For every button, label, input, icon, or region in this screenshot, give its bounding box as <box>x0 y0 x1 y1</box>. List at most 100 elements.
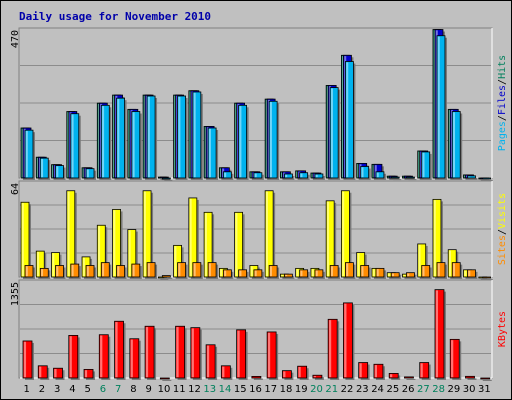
bar-pages-day-21: Pages 21: 291 <box>329 87 341 180</box>
day-label-22: 22 <box>341 384 354 395</box>
bar-sites-day-9: Sites 9: 10 <box>146 262 158 279</box>
bar-pages-day-8: Pages 8: 214 <box>131 111 142 180</box>
bar-kbytes-day-4: KBytes 4: 614 <box>68 335 80 380</box>
bar-kbytes-day-12: KBytes 12: 726 <box>190 327 202 380</box>
y-max-label-mid: 64 <box>10 183 21 195</box>
bar-sites-day-2: Sites 2: 6 <box>39 267 51 279</box>
bar-sites-day-17: Sites 17: 8 <box>268 265 280 279</box>
bar-sites-day-30: Sites 30: 5 <box>467 269 478 279</box>
bar-sites-day-20: Sites 20: 5 <box>314 269 325 279</box>
bar-sites-day-27: Sites 27: 8 <box>421 265 432 279</box>
day-label-31: 31 <box>478 384 491 395</box>
bar-kbytes-day-21: KBytes 21: 846 <box>327 318 340 380</box>
bar-kbytes-day-2: KBytes 2: 176 <box>37 365 50 380</box>
day-label-2: 2 <box>39 384 45 395</box>
bar-pages-day-17: Pages 17: 247 <box>268 100 280 180</box>
bar-kbytes-day-29: KBytes 29: 557 <box>449 338 462 380</box>
panel-top: 470 Pages/Files/Hits Hits 1: 161Files 1: 1… <box>10 27 508 181</box>
bar-pages-day-7: Pages 7: 257 <box>116 97 127 180</box>
bar-sites-day-25: Sites 25: 3 <box>390 272 402 279</box>
chart-title: Daily usage for November 2010 <box>19 10 211 23</box>
bar-kbytes-day-26: KBytes 26: 16 <box>404 376 416 380</box>
bar-kbytes-day-22: KBytes 22: 1083 <box>343 302 355 380</box>
bar-pages-day-28: Pages 28: 458 <box>436 35 447 180</box>
bar-kbytes-day-9: KBytes 9: 746 <box>144 325 157 380</box>
bar-pages-day-13: Pages 13: 161 <box>207 127 219 180</box>
bar-kbytes-day-13: KBytes 13: 479 <box>205 344 218 380</box>
day-label-15: 15 <box>234 384 247 395</box>
y-max-label-bot: 1355 <box>10 282 21 306</box>
bar-sites-day-22: Sites 22: 10 <box>345 262 356 279</box>
day-label-19: 19 <box>295 384 308 395</box>
bar-kbytes-day-17: KBytes 17: 664 <box>266 331 279 380</box>
bar-kbytes-day-23: KBytes 23: 223 <box>358 362 370 380</box>
x-axis-day-labels: 1 2 3 4 5 6 7 8 9 10 11 12 13 14 15 16 17 18 19 20 21 22 23 24 2… <box>23 384 490 395</box>
bar-kbytes-day-31: KBytes 31: 0 <box>480 377 492 381</box>
bar-kbytes-day-15: KBytes 15: 694 <box>236 329 248 380</box>
bar-sites-day-15: Sites 15: 5 <box>238 269 249 279</box>
bar-kbytes-day-20: KBytes 20: 40 <box>312 374 324 380</box>
bar-pages-day-16: Pages 16: 17 <box>253 172 264 180</box>
bar-kbytes-day-1: KBytes 1: 534 <box>22 340 34 380</box>
bar-sites-day-16: Sites 16: 5 <box>253 269 264 279</box>
bar-sites-day-18: Sites 18: 2 <box>283 273 295 279</box>
side-label-bot: KBytes <box>497 311 508 347</box>
bar-pages-day-19: Pages 19: 17 <box>299 172 310 180</box>
bar-sites-day-3: Sites 3: 8 <box>55 265 66 279</box>
bars-mid: Visits 1: 52Sites 1: 8Visits 2: 18Sites … <box>20 190 493 280</box>
bar-sites-day-26: Sites 26: 3 <box>406 272 417 279</box>
bar-sites-day-4: Sites 4: 9 <box>70 263 81 279</box>
bar-visits-day-15: Visits 15: 45 <box>234 211 245 279</box>
day-label-16: 16 <box>249 384 262 395</box>
side-label-top: Pages/Files/Hits <box>497 55 508 151</box>
day-label-12: 12 <box>188 384 201 395</box>
bar-kbytes-day-25: KBytes 25: 66 <box>388 373 401 380</box>
bar-kbytes-day-10: KBytes 10: 0 <box>159 377 172 381</box>
day-label-6: 6 <box>100 384 106 395</box>
side-label-mid: Sites/Visits <box>497 193 508 265</box>
bar-sites-day-28: Sites 28: 10 <box>436 262 447 279</box>
chart-panels: 470 Pages/Files/Hits Hits 1: 161Files 1: 1… <box>10 27 508 381</box>
bar-kbytes-day-7: KBytes 7: 818 <box>114 320 126 380</box>
bar-pages-day-26: Pages 26: 3 <box>406 176 417 181</box>
bar-pages-day-6: Pages 6: 234 <box>100 104 112 180</box>
bar-kbytes-day-19: KBytes 19: 170 <box>297 365 309 380</box>
bar-pages-day-4: Pages 4: 207 <box>70 113 81 180</box>
bar-sites-day-14: Sites 14: 5 <box>222 269 234 279</box>
bar-sites-day-8: Sites 8: 9 <box>131 263 142 279</box>
bar-kbytes-day-11: KBytes 11: 746 <box>175 325 187 380</box>
day-label-23: 23 <box>356 384 369 395</box>
bar-sites-day-6: Sites 6: 10 <box>100 262 112 279</box>
day-label-27: 27 <box>417 384 430 395</box>
bar-kbytes-day-5: KBytes 5: 124 <box>83 368 96 380</box>
bar-kbytes-day-14: KBytes 14: 176 <box>220 365 233 380</box>
bar-sites-day-21: Sites 21: 8 <box>329 265 341 279</box>
day-label-10: 10 <box>158 384 171 395</box>
day-label-7: 7 <box>115 384 121 395</box>
day-label-4: 4 <box>69 384 75 395</box>
bar-kbytes-day-18: KBytes 18: 106 <box>281 370 294 380</box>
day-label-3: 3 <box>54 384 60 395</box>
bar-pages-day-20: Pages 20: 13 <box>314 173 325 180</box>
bar-sites-day-23: Sites 23: 8 <box>360 265 371 279</box>
bar-pages-day-14: Pages 14: 20 <box>222 171 234 180</box>
bars-bot: KBytes 1: 534KBytes 2: 176KBytes 3: 141K… <box>22 289 492 381</box>
bar-sites-day-13: Sites 13: 10 <box>207 262 219 279</box>
bar-pages-day-30: Pages 30: 7 <box>467 175 478 180</box>
bar-sites-day-29: Sites 29: 10 <box>451 262 463 279</box>
day-label-26: 26 <box>402 384 415 395</box>
bar-pages-day-5: Pages 5: 30 <box>85 168 97 180</box>
bar-pages-day-15: Pages 15: 234 <box>238 104 249 180</box>
day-label-20: 20 <box>310 384 323 395</box>
panel-gridlines <box>20 304 491 354</box>
day-label-25: 25 <box>386 384 399 395</box>
bar-sites-day-10: Sites 10: 1 <box>161 275 173 279</box>
day-label-28: 28 <box>432 384 445 395</box>
bar-kbytes-day-24: KBytes 24: 198 <box>373 363 385 380</box>
bar-pages-day-9: Pages 9: 264 <box>146 95 158 180</box>
bar-pages-day-12: Pages 12: 277 <box>192 91 203 180</box>
bar-sites-day-5: Sites 5: 8 <box>85 265 97 279</box>
day-label-8: 8 <box>130 384 136 395</box>
day-label-5: 5 <box>84 384 90 395</box>
